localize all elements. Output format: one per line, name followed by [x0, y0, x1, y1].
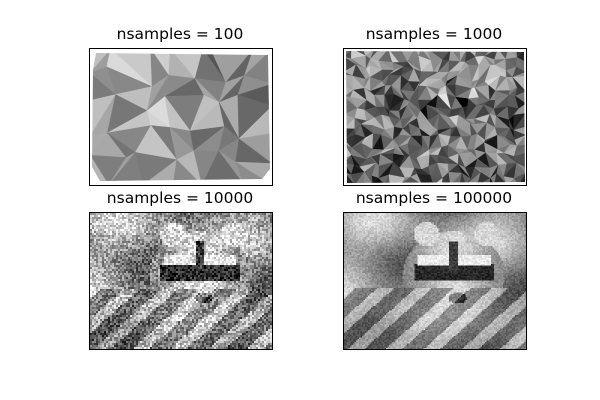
subplot-title: nsamples = 1000 — [365, 25, 503, 43]
interpolated-image-100 — [92, 53, 270, 181]
image-axes — [343, 212, 527, 350]
interpolated-image-1000 — [346, 51, 525, 183]
image-axes — [89, 212, 273, 350]
image-axes — [343, 48, 527, 186]
subplot-title: nsamples = 100 — [116, 25, 244, 43]
raccoon-image-100000 — [344, 213, 526, 349]
image-axes — [89, 48, 273, 186]
subplot-title: nsamples = 100000 — [355, 189, 513, 207]
subplot-title: nsamples = 10000 — [106, 189, 254, 207]
raccoon-image-10000 — [90, 213, 272, 349]
